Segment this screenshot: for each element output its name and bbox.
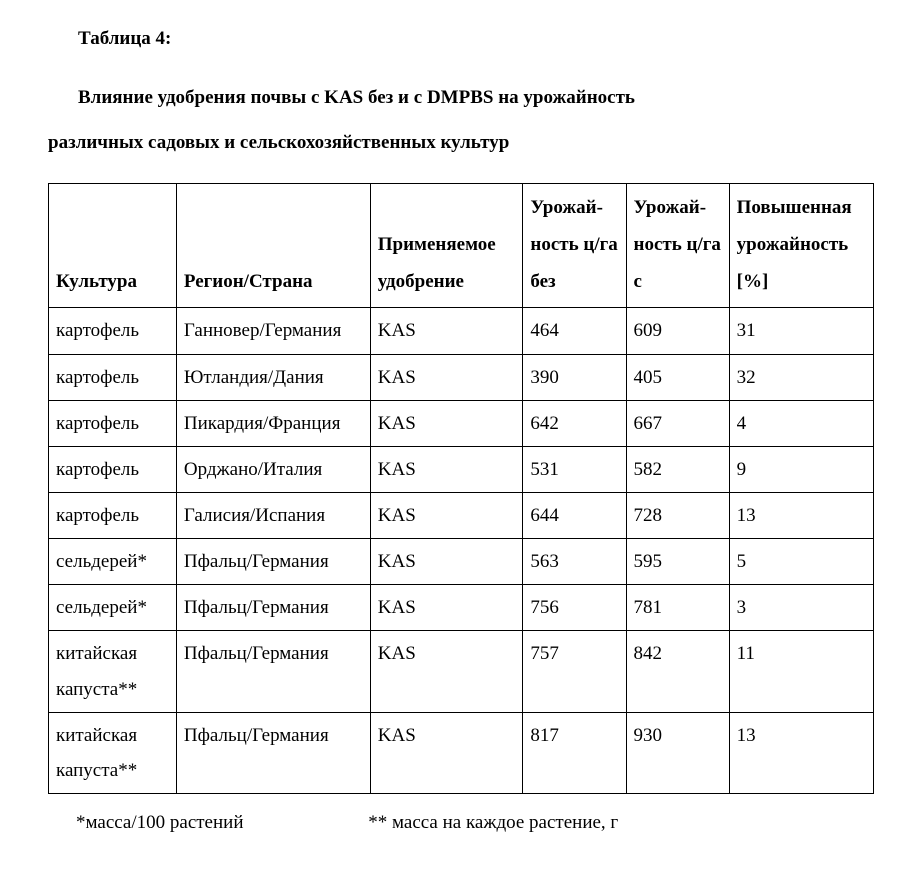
table-cell: сельдерей* [49,539,177,585]
table-cell: KAS [370,631,523,712]
table-cell: 3 [729,585,873,631]
table-cell: 609 [626,308,729,354]
table-row: картофельГанновер/ГерманияKAS46460931 [49,308,874,354]
table-cell: Пикардия/Франция [176,400,370,446]
table-cell: 930 [626,712,729,793]
table-cell: KAS [370,308,523,354]
table-cell: KAS [370,712,523,793]
table-cell: 13 [729,492,873,538]
col-header: Урожай­ность ц/га без [523,184,626,308]
table-cell: картофель [49,308,177,354]
col-header: Регион/Страна [176,184,370,308]
table-cell: Ютландия/Дания [176,354,370,400]
table-cell: 842 [626,631,729,712]
table-cell: KAS [370,400,523,446]
table-cell: 582 [626,446,729,492]
table-cell: Пфальц/Германия [176,712,370,793]
table-row: картофельПикардия/ФранцияKAS6426674 [49,400,874,446]
table-cell: 390 [523,354,626,400]
footnotes: *масса/100 растений ** масса на каждое р… [48,812,874,834]
table-row: сельдерей*Пфальц/ГерманияKAS5635955 [49,539,874,585]
table-cell: 464 [523,308,626,354]
table-cell: KAS [370,585,523,631]
table-cell: KAS [370,492,523,538]
table-cell: картофель [49,446,177,492]
table-cell: китайская капуста** [49,712,177,793]
table-cell: картофель [49,400,177,446]
table-body: картофельГанновер/ГерманияKAS46460931кар… [49,308,874,794]
table-cell: 728 [626,492,729,538]
table-cell: 11 [729,631,873,712]
table-cell: 9 [729,446,873,492]
table-cell: 31 [729,308,873,354]
table-cell: 781 [626,585,729,631]
footnote-2: ** масса на каждое растение, г [368,812,618,834]
table-cell: KAS [370,539,523,585]
table-cell: 4 [729,400,873,446]
table-row: сельдерей*Пфальц/ГерманияKAS7567813 [49,585,874,631]
table-cell: 32 [729,354,873,400]
table-cell: 531 [523,446,626,492]
table-cell: 642 [523,400,626,446]
table-caption: Влияние удобрения почвы с KAS без и с DM… [48,76,874,165]
table-cell: Пфальц/Германия [176,585,370,631]
col-header: Урожай­ность ц/га с [626,184,729,308]
table-cell: KAS [370,446,523,492]
table-cell: 756 [523,585,626,631]
table-cell: 595 [626,539,729,585]
table-cell: 13 [729,712,873,793]
table-cell: Галисия/Испания [176,492,370,538]
table-cell: 667 [626,400,729,446]
table-cell: 757 [523,631,626,712]
table-cell: 405 [626,354,729,400]
table-cell: Орджано/Италия [176,446,370,492]
table-row: картофельГалисия/ИспанияKAS64472813 [49,492,874,538]
table-cell: картофель [49,492,177,538]
table-cell: KAS [370,354,523,400]
col-header: Культура [49,184,177,308]
table-cell: 644 [523,492,626,538]
col-header: Применяемое удобрение [370,184,523,308]
table-row: китайская капуста**Пфальц/ГерманияKAS757… [49,631,874,712]
table-row: китайская капуста**Пфальц/ГерманияKAS817… [49,712,874,793]
data-table: Культура Регион/Страна Применяемое удобр… [48,183,874,794]
table-label: Таблица 4: [78,28,874,50]
table-cell: 5 [729,539,873,585]
table-cell: Пфальц/Германия [176,631,370,712]
table-row: картофельОрджано/ИталияKAS5315829 [49,446,874,492]
table-row: картофельЮтландия/ДанияKAS39040532 [49,354,874,400]
col-header: Повышен­ная урожайн­ость [%] [729,184,873,308]
caption-line-1: Влияние удобрения почвы с KAS без и с DM… [78,87,635,108]
table-cell: Пфальц/Германия [176,539,370,585]
table-cell: картофель [49,354,177,400]
table-cell: Ганновер/Германия [176,308,370,354]
table-cell: сельдерей* [49,585,177,631]
header-row: Культура Регион/Страна Применяемое удобр… [49,184,874,308]
table-cell: 817 [523,712,626,793]
table-cell: 563 [523,539,626,585]
table-cell: китайская капуста** [49,631,177,712]
footnote-1: *масса/100 растений [76,812,244,834]
caption-line-2: различных садовых и сельскохозяйственных… [48,132,509,153]
